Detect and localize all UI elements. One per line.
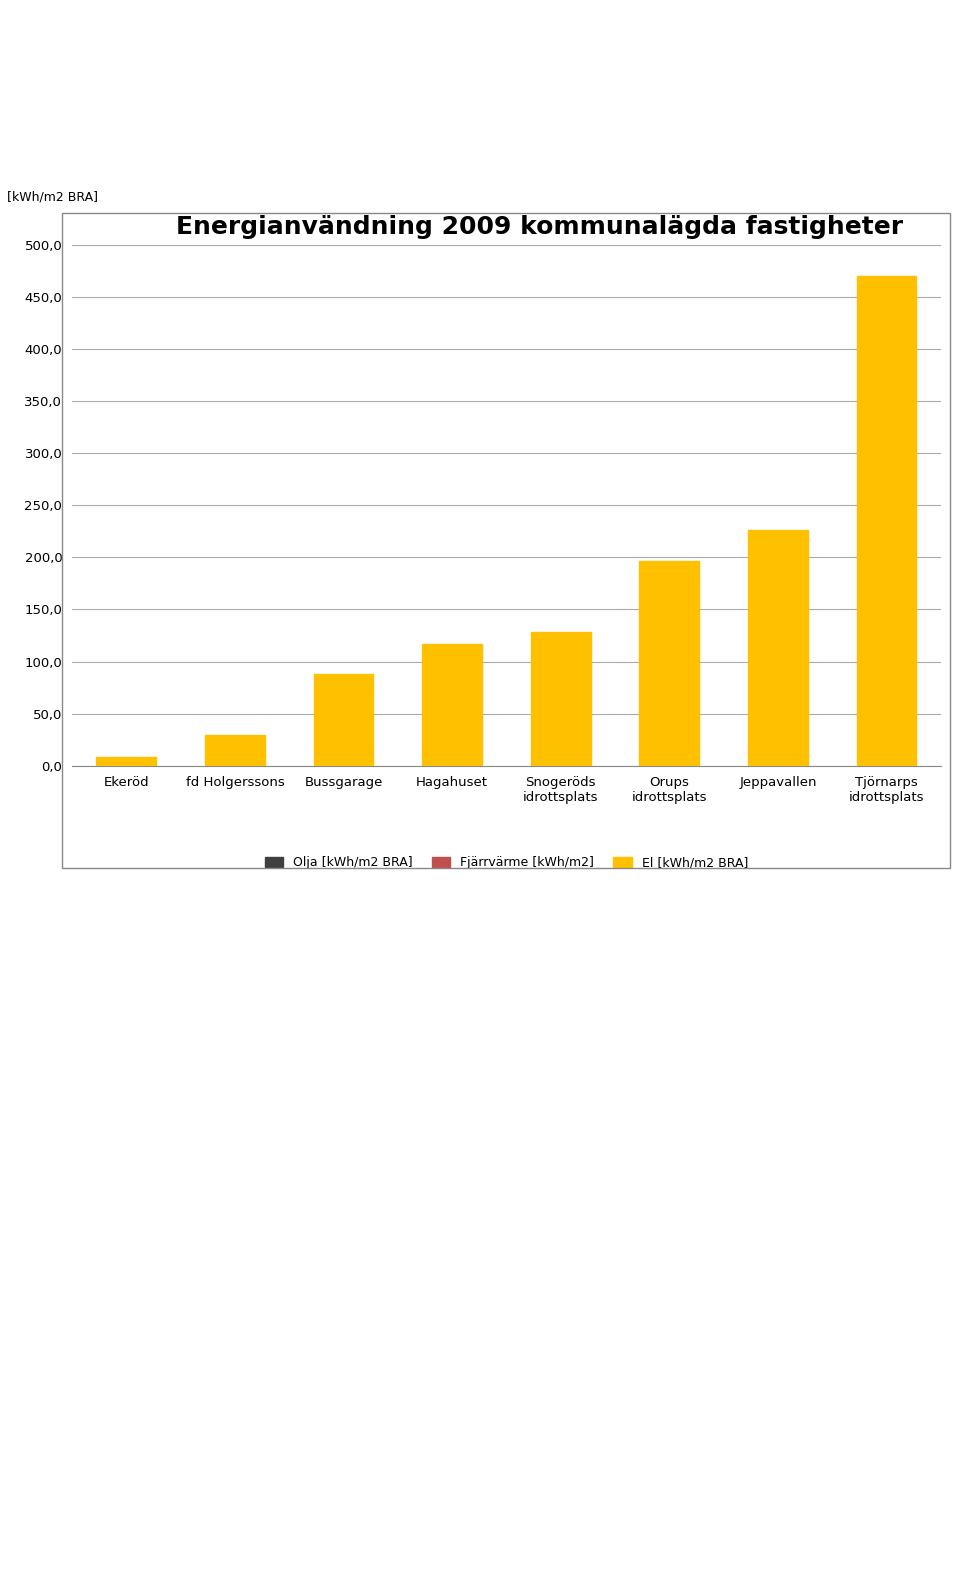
Bar bbox=[748, 531, 807, 766]
Bar bbox=[422, 644, 482, 766]
Bar bbox=[96, 758, 156, 766]
Bar bbox=[639, 561, 699, 766]
Text: [kWh/m2 BRA]: [kWh/m2 BRA] bbox=[7, 189, 98, 204]
Bar bbox=[531, 633, 590, 766]
Bar bbox=[856, 276, 917, 766]
Text: Energianvändning 2009 kommunalägda fastigheter: Energianvändning 2009 kommunalägda fasti… bbox=[177, 215, 903, 238]
Legend: Olja [kWh/m2 BRA], Fjärrvärme [kWh/m2], El [kWh/m2 BRA]: Olja [kWh/m2 BRA], Fjärrvärme [kWh/m2], … bbox=[259, 851, 754, 875]
Bar bbox=[205, 734, 265, 766]
Bar bbox=[314, 674, 373, 766]
